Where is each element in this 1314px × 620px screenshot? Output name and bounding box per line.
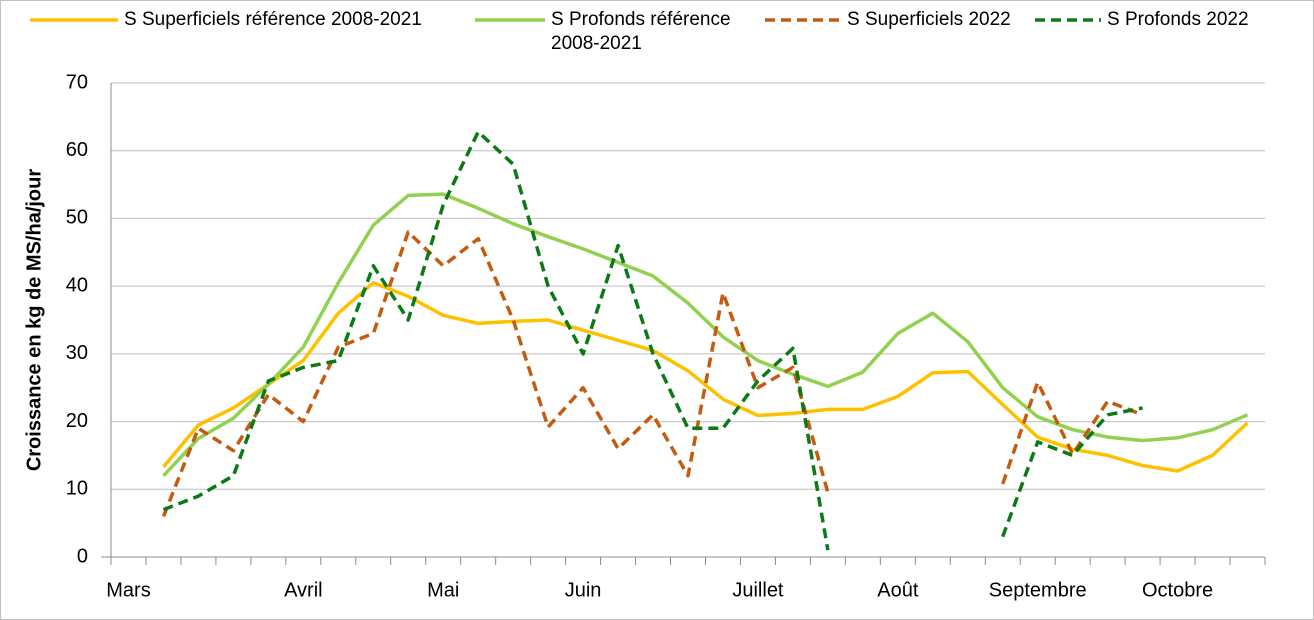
y-tick-label: 50	[66, 207, 88, 229]
x-tick-label: Septembre	[989, 579, 1087, 601]
legend-label: S Profonds référence 2008-2021	[551, 9, 731, 54]
x-tick-label: Mai	[427, 579, 459, 601]
legend-item: S Profonds référence 2008-2021	[475, 8, 761, 56]
legend-swatch	[30, 18, 118, 22]
legend-label: S Superficiels 2022	[847, 9, 1011, 30]
y-tick-label: 0	[77, 545, 88, 567]
x-tick-label: Juin	[565, 579, 602, 601]
y-tick-label: 20	[66, 410, 88, 432]
x-tick-label: Mars	[106, 579, 150, 601]
series-line	[161, 230, 1144, 518]
y-axis-title: Croissance en kg de MS/ha/jour	[23, 169, 45, 472]
series-line	[162, 130, 1143, 551]
legend-item: S Profonds 2022	[1035, 8, 1249, 32]
legend-label: S Superficiels référence 2008-2021	[124, 9, 422, 30]
legend-item: S Superficiels 2022	[765, 8, 1011, 32]
legend-item: S Superficiels référence 2008-2021	[30, 8, 422, 32]
x-tick-label: Avril	[284, 579, 323, 601]
y-tick-label: 10	[66, 478, 88, 500]
x-tick-label: Août	[877, 579, 919, 601]
legend-label: S Profonds 2022	[1107, 9, 1249, 30]
series-line	[162, 192, 1249, 477]
y-tick-label: 60	[66, 139, 88, 161]
y-tick-label: 70	[66, 71, 88, 93]
legend-swatch	[1035, 18, 1101, 22]
y-tick-label: 40	[66, 274, 88, 296]
y-tick-label: 30	[66, 342, 88, 364]
x-tick-label: Octobre	[1142, 579, 1213, 601]
x-tick-label: Juillet	[732, 579, 784, 601]
series-line	[162, 281, 1249, 473]
legend-swatch	[765, 18, 841, 22]
legend-swatch	[475, 18, 545, 22]
